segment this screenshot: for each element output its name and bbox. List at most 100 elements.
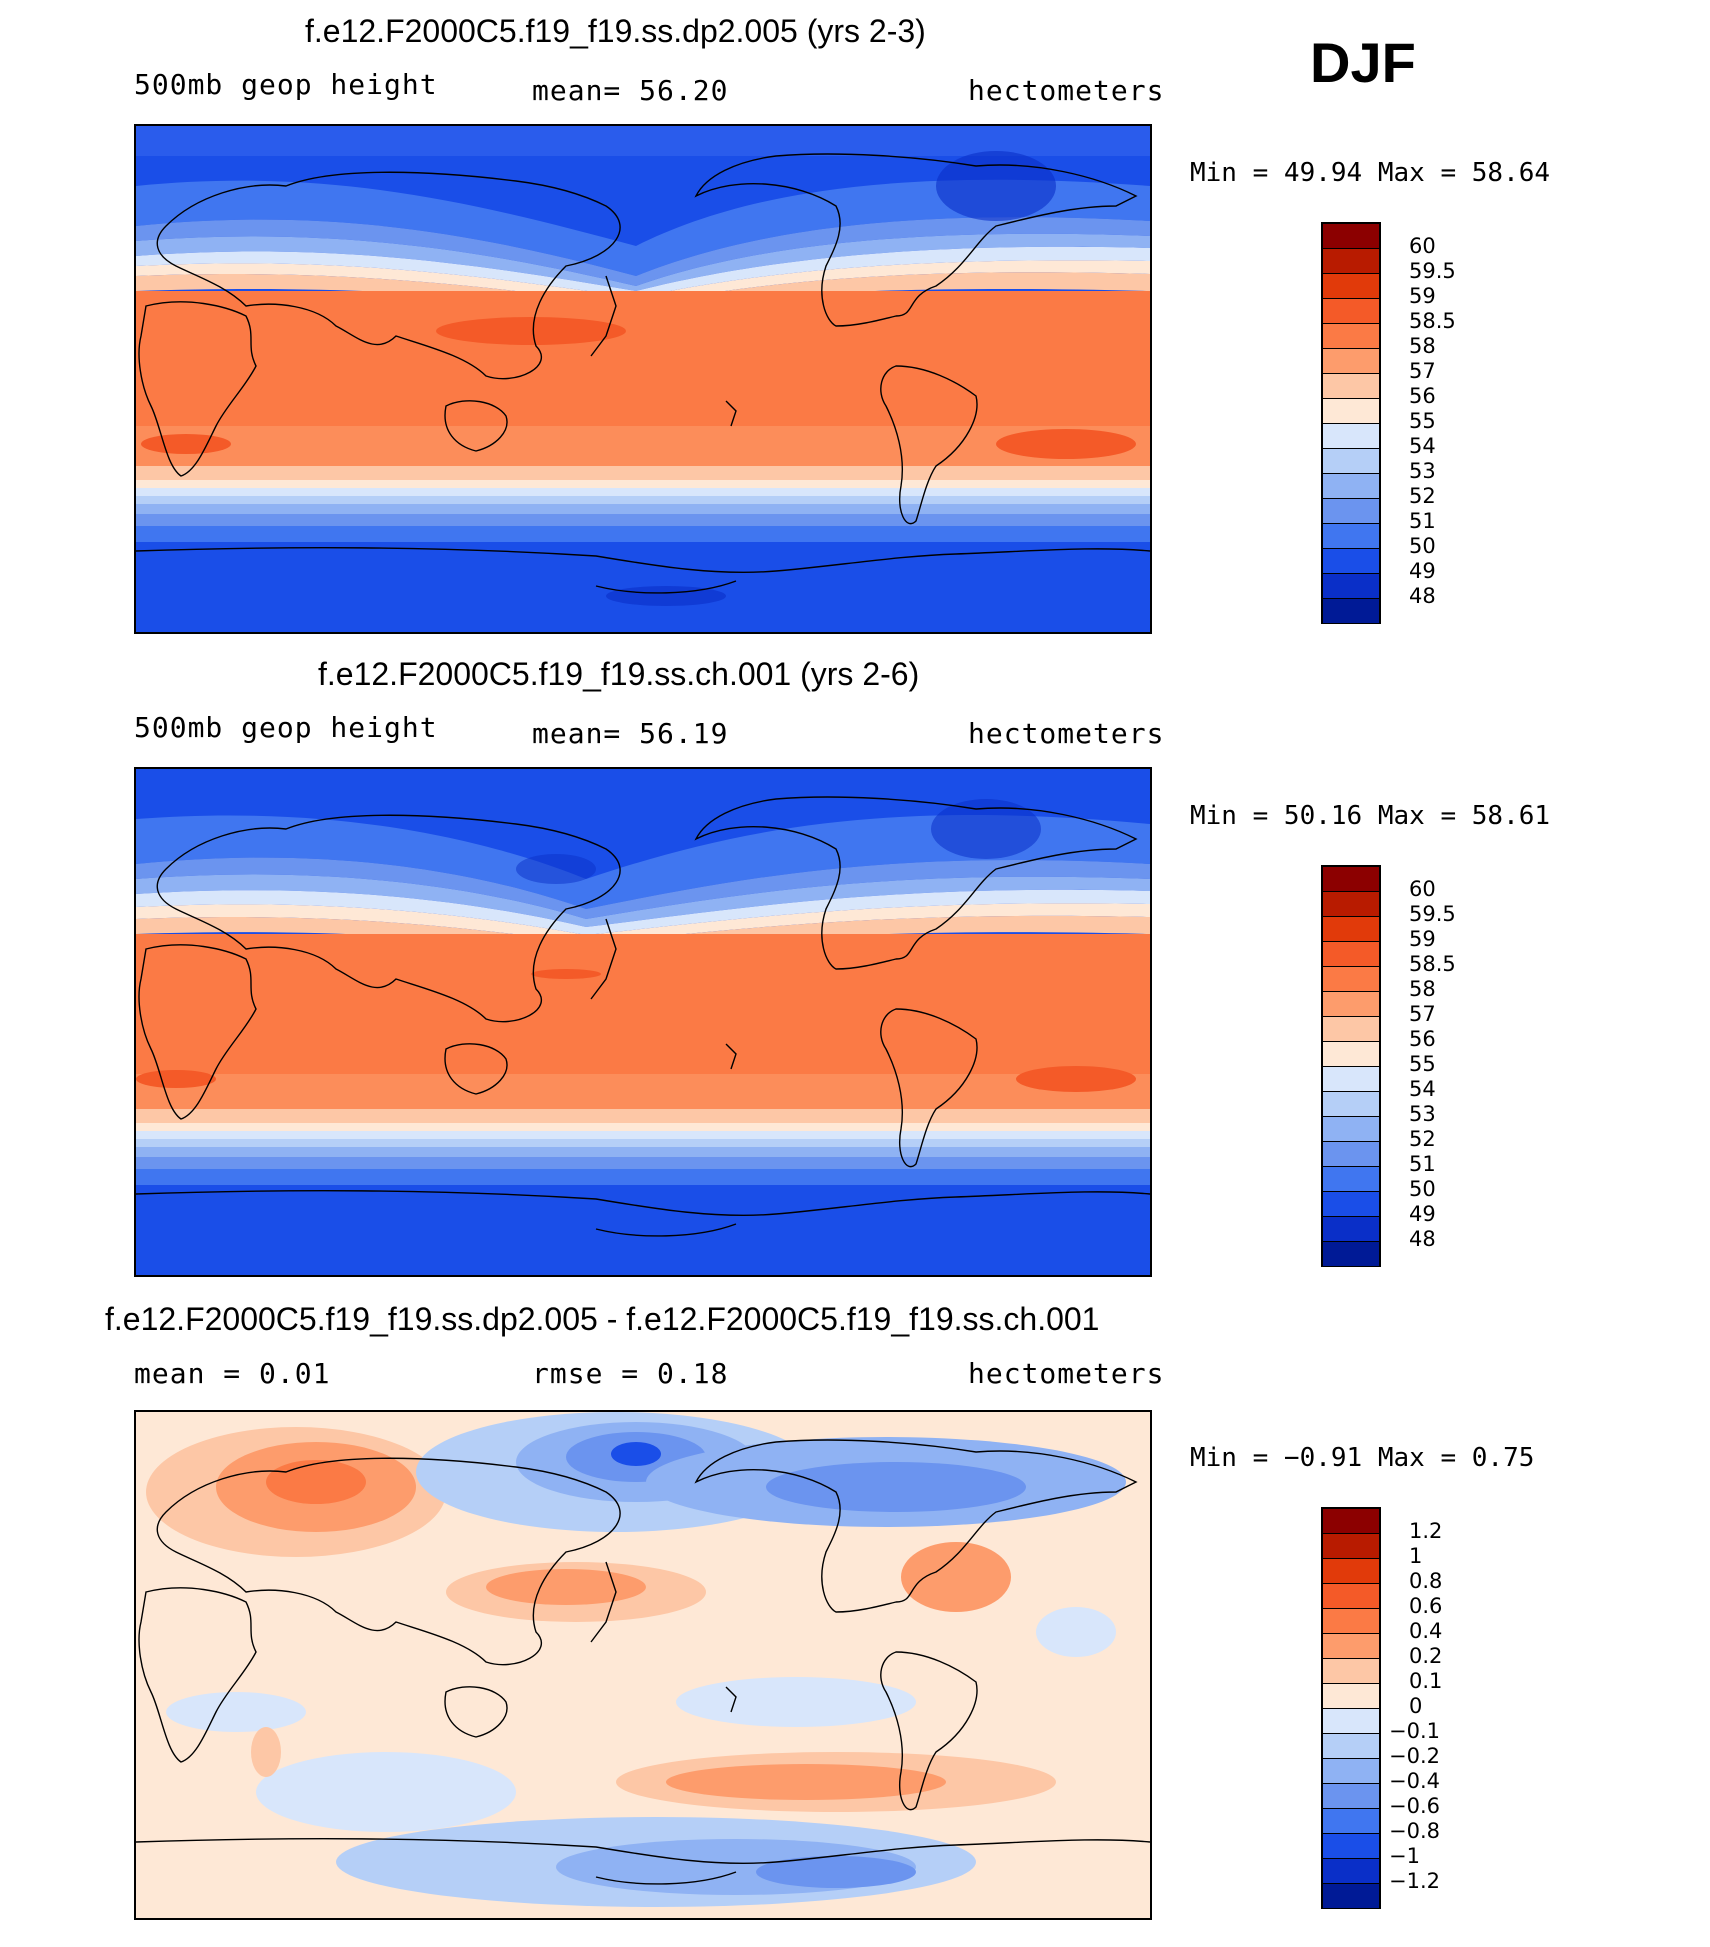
- colorbar-tick-label: 58.5: [1409, 952, 1456, 976]
- panel3-colorbar-swatch: [1323, 1734, 1379, 1759]
- panel2-colorbar-swatch: [1323, 1092, 1379, 1117]
- panel1-title: f.e12.F2000C5.f19_f19.ss.dp2.005 (yrs 2-…: [305, 13, 926, 49]
- panel1-colorbar-swatch: [1323, 499, 1379, 524]
- panel3-minmax: Min = −0.91 Max = 0.75: [1190, 1443, 1535, 1473]
- panel3-mean: mean = 0.01: [134, 1357, 331, 1390]
- colorbar-tick-label: 51: [1409, 1152, 1436, 1176]
- panel3-colorbar-swatch: [1323, 1809, 1379, 1834]
- panel1-colorbar-swatch: [1323, 574, 1379, 599]
- colorbar-tick-label: 54: [1409, 434, 1436, 458]
- panel2-colorbar-swatch: [1323, 1042, 1379, 1067]
- panel1-colorbar-swatch: [1323, 349, 1379, 374]
- panel2-colorbar-swatch: [1323, 992, 1379, 1017]
- panel1-colorbar-swatch: [1323, 324, 1379, 349]
- colorbar-tick-label: 58: [1409, 334, 1436, 358]
- panel1-mean: mean= 56.20: [532, 74, 729, 107]
- colorbar-tick-label: 0: [1409, 1694, 1423, 1718]
- colorbar-tick-label: 50: [1409, 1177, 1436, 1201]
- season-label: DJF: [1310, 31, 1416, 94]
- panel1-colorbar-swatch: [1323, 274, 1379, 299]
- panel2-units: hectometers: [968, 717, 1165, 750]
- panel2-colorbar-swatch: [1323, 1192, 1379, 1217]
- panel2-colorbar-swatch: [1323, 1217, 1379, 1242]
- colorbar-tick-label: 59.5: [1409, 902, 1456, 926]
- panel1-field-label: 500mb geop height: [134, 68, 438, 101]
- colorbar-tick-label: 52: [1409, 1127, 1436, 1151]
- colorbar-tick-label: 57: [1409, 1002, 1436, 1026]
- colorbar-tick-label: 58: [1409, 977, 1436, 1001]
- colorbar-tick-label: 52: [1409, 484, 1436, 508]
- colorbar-tick-label: −0.4: [1389, 1769, 1440, 1793]
- panel3-colorbar-swatch: [1323, 1609, 1379, 1634]
- colorbar-tick-label: 48: [1409, 584, 1436, 608]
- colorbar-tick-label: 1: [1409, 1544, 1423, 1568]
- colorbar-tick-label: 53: [1409, 1102, 1436, 1126]
- panel1-colorbar-swatch: [1323, 599, 1379, 623]
- colorbar-tick-label: −0.2: [1389, 1744, 1440, 1768]
- panel2-colorbar-swatch: [1323, 917, 1379, 942]
- panel3-title: f.e12.F2000C5.f19_f19.ss.dp2.005 - f.e12…: [105, 1301, 1100, 1337]
- panel1-colorbar-swatch: [1323, 399, 1379, 424]
- panel2-colorbar-swatch: [1323, 1117, 1379, 1142]
- colorbar-tick-label: 53: [1409, 459, 1436, 483]
- panel3-colorbar-swatch: [1323, 1559, 1379, 1584]
- colorbar-tick-label: 51: [1409, 509, 1436, 533]
- panel1-colorbar: [1321, 222, 1381, 624]
- panel1-colorbar-swatch: [1323, 474, 1379, 499]
- colorbar-tick-label: 49: [1409, 559, 1436, 583]
- colorbar-tick-label: 56: [1409, 1027, 1436, 1051]
- colorbar-tick-label: 55: [1409, 409, 1436, 433]
- panel2-colorbar-swatch: [1323, 942, 1379, 967]
- panel2-colorbar-swatch: [1323, 1017, 1379, 1042]
- colorbar-tick-label: 56: [1409, 384, 1436, 408]
- panel1-units: hectometers: [968, 74, 1165, 107]
- colorbar-tick-label: 48: [1409, 1227, 1436, 1251]
- panel3-map: [134, 1410, 1152, 1920]
- panel3-colorbar-swatch: [1323, 1534, 1379, 1559]
- panel2-mean: mean= 56.19: [532, 717, 729, 750]
- panel3-colorbar-swatch: [1323, 1784, 1379, 1809]
- panel1-colorbar-swatch: [1323, 424, 1379, 449]
- colorbar-tick-label: 0.6: [1409, 1594, 1443, 1618]
- colorbar-tick-label: 60: [1409, 234, 1436, 258]
- colorbar-tick-label: −1.2: [1389, 1869, 1440, 1893]
- panel1-colorbar-swatch: [1323, 374, 1379, 399]
- colorbar-tick-label: −1: [1389, 1844, 1420, 1868]
- colorbar-tick-label: −0.8: [1389, 1819, 1440, 1843]
- panel2-colorbar-swatch: [1323, 967, 1379, 992]
- panel2-field-label: 500mb geop height: [134, 711, 438, 744]
- panel3-colorbar-swatch: [1323, 1834, 1379, 1859]
- panel2-colorbar: [1321, 865, 1381, 1267]
- panel2-minmax: Min = 50.16 Max = 58.61: [1190, 801, 1551, 831]
- colorbar-tick-label: −0.6: [1389, 1794, 1440, 1818]
- panel2-colorbar-swatch: [1323, 892, 1379, 917]
- colorbar-tick-label: 0.1: [1409, 1669, 1443, 1693]
- colorbar-tick-label: 1.2: [1409, 1519, 1443, 1543]
- colorbar-tick-label: 0.8: [1409, 1569, 1443, 1593]
- colorbar-tick-label: 50: [1409, 534, 1436, 558]
- panel1-colorbar-swatch: [1323, 224, 1379, 249]
- colorbar-tick-label: 0.4: [1409, 1619, 1443, 1643]
- panel3-colorbar-swatch: [1323, 1659, 1379, 1684]
- panel3-colorbar-swatch: [1323, 1759, 1379, 1784]
- panel1-colorbar-swatch: [1323, 449, 1379, 474]
- panel1-colorbar-swatch: [1323, 524, 1379, 549]
- colorbar-tick-label: 49: [1409, 1202, 1436, 1226]
- colorbar-tick-label: 57: [1409, 359, 1436, 383]
- panel2-colorbar-swatch: [1323, 1167, 1379, 1192]
- colorbar-tick-label: 60: [1409, 877, 1436, 901]
- panel3-colorbar-swatch: [1323, 1709, 1379, 1734]
- panel2-colorbar-swatch: [1323, 867, 1379, 892]
- colorbar-tick-label: 59: [1409, 284, 1436, 308]
- colorbar-tick-label: 59: [1409, 927, 1436, 951]
- panel3-colorbar-swatch: [1323, 1859, 1379, 1884]
- panel3-colorbar-swatch: [1323, 1634, 1379, 1659]
- panel3-units: hectometers: [968, 1357, 1165, 1390]
- panel1-colorbar-swatch: [1323, 549, 1379, 574]
- panel3-colorbar-swatch: [1323, 1884, 1379, 1908]
- panel3-colorbar-swatch: [1323, 1584, 1379, 1609]
- panel1-map: [134, 124, 1152, 634]
- panel1-minmax: Min = 49.94 Max = 58.64: [1190, 158, 1551, 188]
- panel3-colorbar-swatch: [1323, 1684, 1379, 1709]
- panel3-rmse: rmse = 0.18: [532, 1357, 729, 1390]
